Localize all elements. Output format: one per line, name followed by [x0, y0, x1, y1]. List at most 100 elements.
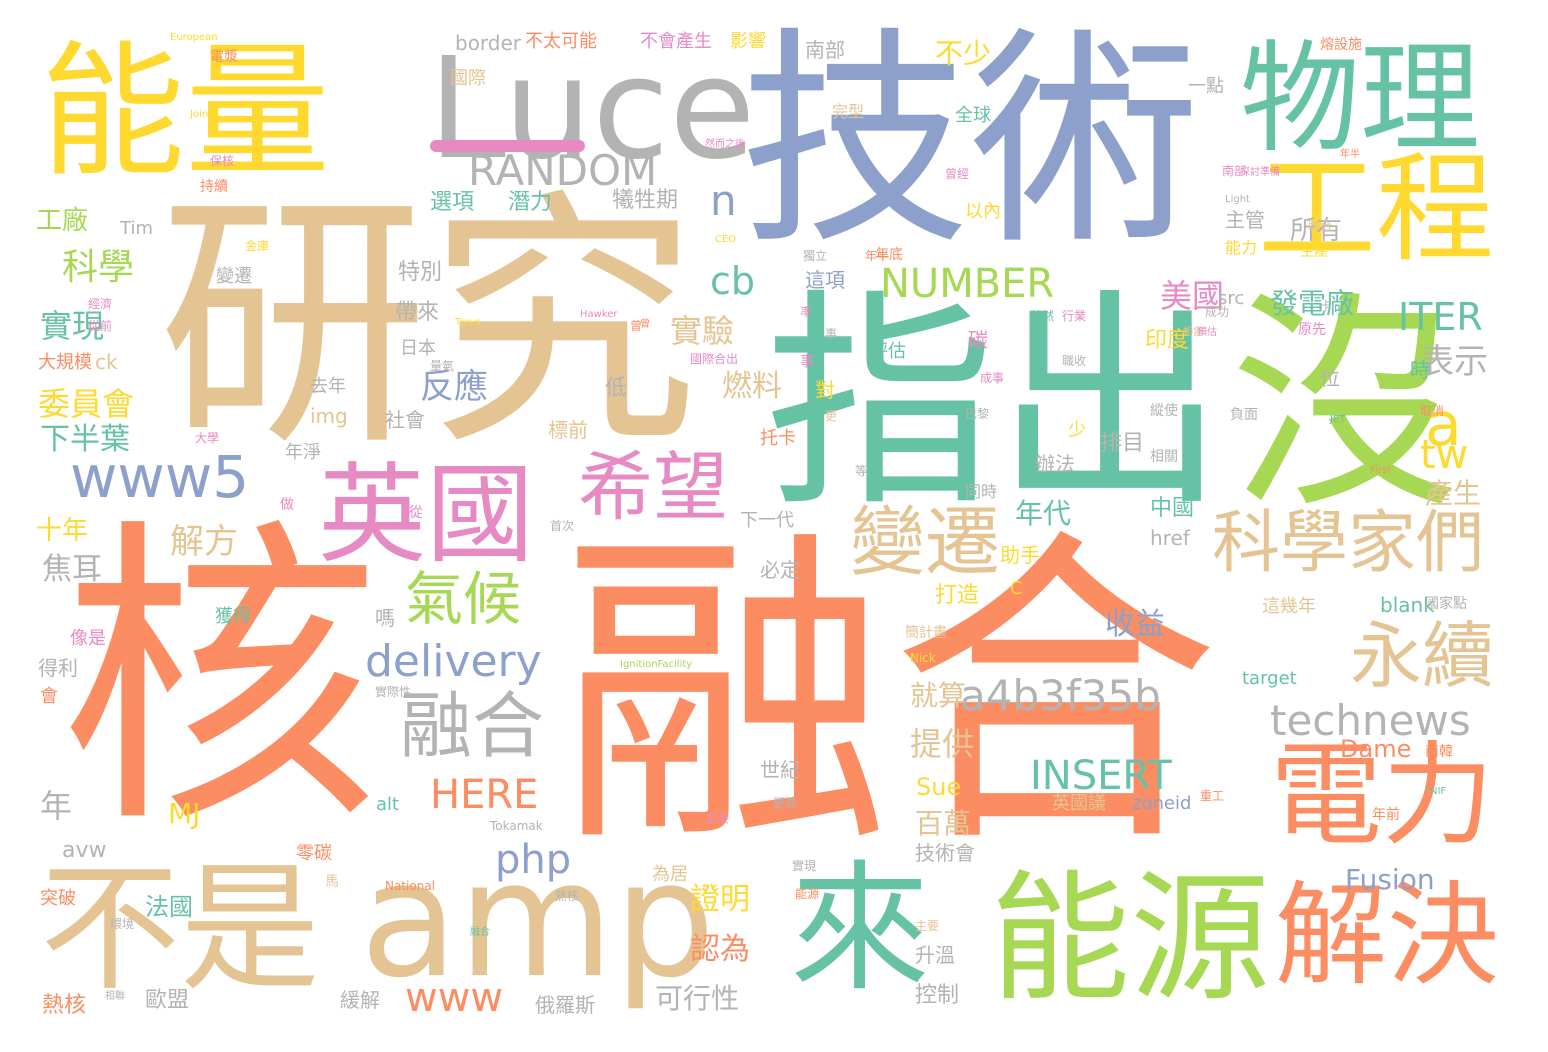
word-zhichu: 指出 — [765, 271, 1226, 538]
word-small: 辦法 — [1035, 452, 1075, 476]
word-small: 日本 — [400, 338, 436, 359]
word-small: 曾經 — [945, 167, 970, 181]
word-iter: ITER — [1398, 295, 1483, 339]
word-fusion: Fusion — [1345, 863, 1435, 896]
word-small: 不少 — [935, 37, 992, 70]
pink-bar — [430, 140, 585, 152]
word-small: 完型 — [832, 102, 865, 121]
word-small: 證明 — [690, 882, 750, 917]
word-gongcheng: 工程 — [1258, 140, 1495, 278]
word-small: 特別 — [398, 260, 443, 285]
word-small: 發電廠 — [1270, 287, 1355, 320]
word-small: 工廠 — [36, 206, 89, 236]
word-small: 從 — [409, 505, 423, 521]
word-small: 俄羅斯 — [535, 993, 595, 1017]
word-small: 曾 — [630, 319, 643, 333]
word-mei: 沒 — [1230, 273, 1461, 540]
word-small: Joint — [190, 109, 213, 120]
word-small: 去年 — [310, 376, 346, 397]
word-small: target — [1242, 668, 1297, 689]
word-small: 大規模 — [38, 352, 92, 373]
word-small: 得利 — [38, 656, 78, 680]
word-small: 下一代 — [740, 510, 794, 531]
word-yongxu: 永續 — [1350, 614, 1495, 698]
word-small: 聯合 — [1308, 219, 1333, 233]
word-small: 印度 — [1145, 328, 1190, 353]
word-small: alt — [376, 794, 400, 815]
word-small: 大學 — [195, 431, 220, 445]
word-small: 主管 — [1225, 208, 1265, 232]
word-small: zoneid — [1132, 793, 1192, 814]
word-small: 國際 — [450, 68, 486, 89]
word-small: 首次 — [550, 519, 575, 533]
word-small: Dame — [1340, 735, 1412, 763]
word-small: 實現 — [792, 859, 817, 873]
word-small: NIF — [1430, 786, 1447, 797]
word-small: Tim — [120, 218, 153, 239]
word-small: 收益 — [1105, 607, 1165, 642]
word-small: 縱使 — [1150, 403, 1178, 419]
word-small: European — [170, 32, 218, 43]
word-nengyuan: 能源 — [990, 858, 1271, 1021]
word-small: 主要 — [915, 919, 940, 933]
word-small: 社會 — [385, 408, 425, 432]
word-small: 選項 — [430, 190, 475, 215]
word-small: 會 — [40, 686, 58, 707]
word-small: border — [455, 31, 522, 55]
word-small: 成事 — [980, 371, 1005, 385]
word-small: 國際合出 — [690, 352, 739, 366]
word-small: 重工 — [1200, 789, 1225, 803]
word-he: 核 — [60, 494, 380, 866]
word-small: 對 — [815, 378, 835, 402]
word-small: 評估 — [870, 341, 906, 362]
word-small: img — [310, 404, 348, 428]
word-small: 南部 — [1222, 164, 1247, 178]
word-small: 南部 — [805, 38, 845, 62]
word-small: 其然 — [1030, 309, 1055, 323]
word-small: 標前 — [548, 418, 588, 442]
word-small: 成功 — [1205, 305, 1230, 319]
word-small: 量氣 — [430, 359, 455, 373]
word-small: 排目 — [1100, 431, 1145, 456]
word-small: Sue — [916, 773, 962, 801]
word-technews: technews — [1270, 696, 1471, 745]
word-small: 科學 — [62, 247, 135, 288]
word-small: 認為 — [690, 932, 750, 967]
word-small: JET — [1330, 414, 1346, 425]
word-small: 更 — [825, 409, 838, 423]
word-small: 必定 — [760, 558, 800, 582]
word-small: 環境 — [110, 917, 135, 931]
word-kexuejiamen: 科學家們 — [1212, 504, 1485, 583]
word-here: HERE — [430, 772, 539, 818]
word-small: 做 — [280, 497, 294, 513]
word-small: 等 — [855, 464, 868, 478]
word-small: 這項 — [805, 268, 845, 292]
word-small: MJ — [168, 797, 201, 830]
word-small: 美國 — [1160, 277, 1225, 315]
word-small: Nick — [910, 651, 936, 665]
word-small: 同時 — [965, 482, 998, 501]
word-small: 年半 — [865, 249, 890, 263]
word-small: 犧牲期 — [612, 188, 679, 213]
word-small: 電漿 — [210, 49, 238, 65]
word-luce: Luce — [428, 28, 756, 191]
word-small: 金庫 — [245, 239, 270, 253]
word-small: 年半 — [1340, 149, 1360, 160]
word-small: 不太可能 — [525, 31, 597, 52]
word-small: IgnitionFacility — [620, 659, 693, 670]
word-small: 位 — [1320, 366, 1340, 390]
word-a: a — [1425, 390, 1462, 460]
word-wuli: 物理 — [1240, 30, 1480, 169]
word-small: 事 — [800, 354, 814, 370]
word-small: 取消 — [1420, 404, 1445, 418]
word-cb: cb — [710, 259, 756, 303]
word-ronghe: 融合 — [560, 503, 1220, 887]
word-small: 中國 — [1150, 496, 1195, 521]
word-small: 影響 — [730, 31, 766, 52]
word-small: 反應 — [420, 367, 488, 407]
word-www5: www5 — [70, 443, 250, 511]
word-small: 年代 — [1015, 497, 1072, 530]
word-small: 表示 — [1420, 342, 1488, 382]
word-small: 熔設施 — [1320, 37, 1362, 53]
